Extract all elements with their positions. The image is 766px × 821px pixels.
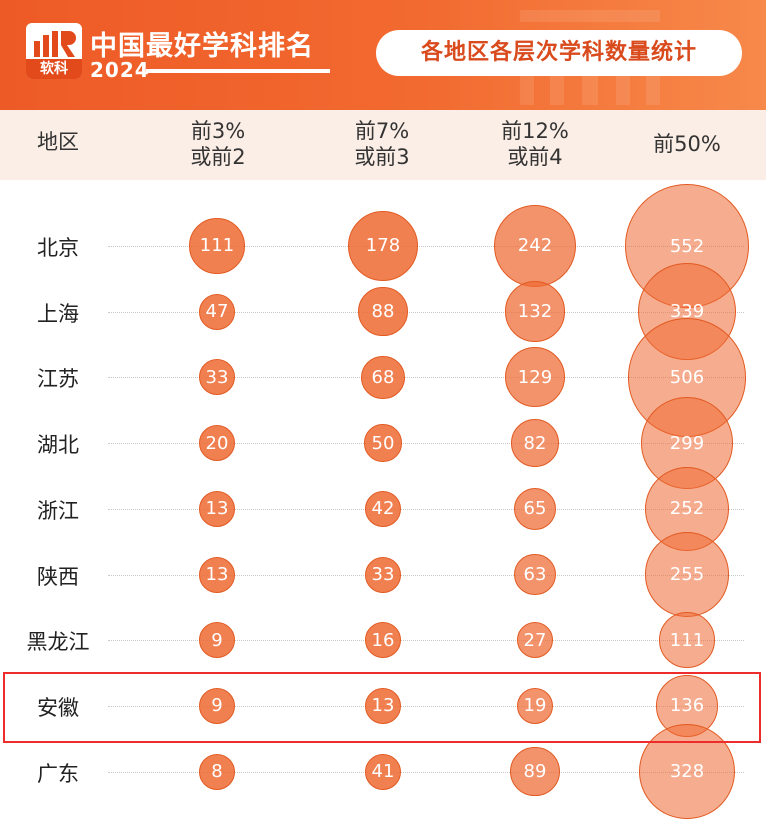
column-header-top50: 前50% <box>653 132 721 156</box>
bubble-4: 328 <box>639 723 735 820</box>
bubble-3: 129 <box>505 347 565 408</box>
region-label: 广东 <box>37 762 79 786</box>
row-guide-line <box>108 377 744 378</box>
row-guide-line <box>108 706 744 707</box>
column-header-top7-line2: 或前3 <box>354 145 410 169</box>
column-header-top3-line2: 或前2 <box>190 145 246 169</box>
report-title: 中国最好学科排名 <box>90 31 314 62</box>
region-label: 江苏 <box>37 367 79 391</box>
bubble-1: 33 <box>199 359 235 396</box>
column-header-region: 地区 <box>37 130 79 154</box>
bubble-1: 13 <box>199 556 235 593</box>
header-banner: 软科 中国最好学科排名 2024 各地区各层次学科数量统计 <box>0 0 766 110</box>
column-header-top3: 前3% 或前2 <box>158 118 278 170</box>
row-guide-line <box>108 772 744 773</box>
region-label: 安徽 <box>37 696 79 720</box>
report-year: 2024 <box>90 58 150 82</box>
bubble-2: 41 <box>365 753 401 790</box>
bubble-3: 65 <box>513 487 557 531</box>
column-header-top12-line1: 前12% <box>501 119 569 143</box>
bubble-3: 27 <box>517 622 553 659</box>
column-header-top7: 前7% 或前3 <box>322 118 442 170</box>
bubble-3: 63 <box>514 553 556 596</box>
row-guide-line <box>108 312 744 313</box>
bubble-2: 33 <box>365 556 401 593</box>
region-label: 黑龙江 <box>26 630 90 654</box>
bubble-3: 19 <box>517 687 553 724</box>
row-guide-line <box>108 246 744 247</box>
bubble-2: 16 <box>365 622 401 659</box>
logo-text: 软科 <box>26 59 82 79</box>
bubble-3: 242 <box>493 204 577 288</box>
shanghairanking-logo: 软科 <box>26 23 82 79</box>
bubble-3: 82 <box>511 419 559 467</box>
bubble-1: 47 <box>198 293 236 330</box>
bubble-1: 8 <box>199 753 235 790</box>
bubble-4: 111 <box>659 612 715 668</box>
bubble-3: 132 <box>504 281 566 342</box>
bubble-1: 9 <box>199 687 235 724</box>
bubble-2: 88 <box>358 286 408 337</box>
region-label: 陕西 <box>37 565 79 589</box>
region-label: 湖北 <box>37 433 79 457</box>
bubble-2: 13 <box>365 687 401 724</box>
bubble-2: 178 <box>347 210 419 282</box>
row-guide-line <box>108 509 744 510</box>
bubble-1: 20 <box>199 425 235 462</box>
region-label: 上海 <box>37 302 79 326</box>
column-header-top12: 前12% 或前4 <box>475 118 595 170</box>
bubble-3: 89 <box>510 746 560 797</box>
column-header-band <box>0 110 766 180</box>
logo-bars-icon <box>34 31 76 57</box>
bubble-2: 50 <box>364 424 402 462</box>
bubble-1: 9 <box>199 622 235 659</box>
column-header-top12-line2: 或前4 <box>507 145 563 169</box>
bubble-1: 111 <box>189 218 245 274</box>
region-label: 浙江 <box>37 499 79 523</box>
region-label: 北京 <box>37 236 79 260</box>
bubble-4: 255 <box>644 532 730 617</box>
bubble-2: 68 <box>361 355 405 400</box>
row-guide-line <box>108 443 744 444</box>
row-guide-line <box>108 640 744 641</box>
highlighted-row-frame <box>3 672 761 743</box>
bubble-1: 13 <box>199 490 235 527</box>
row-guide-line <box>108 575 744 576</box>
column-header-top7-line1: 前7% <box>354 119 410 143</box>
bubble-2: 42 <box>365 490 401 527</box>
column-header-top3-line1: 前3% <box>190 119 246 143</box>
year-underline <box>146 69 330 73</box>
chart-subtitle-pill: 各地区各层次学科数量统计 <box>376 30 742 76</box>
